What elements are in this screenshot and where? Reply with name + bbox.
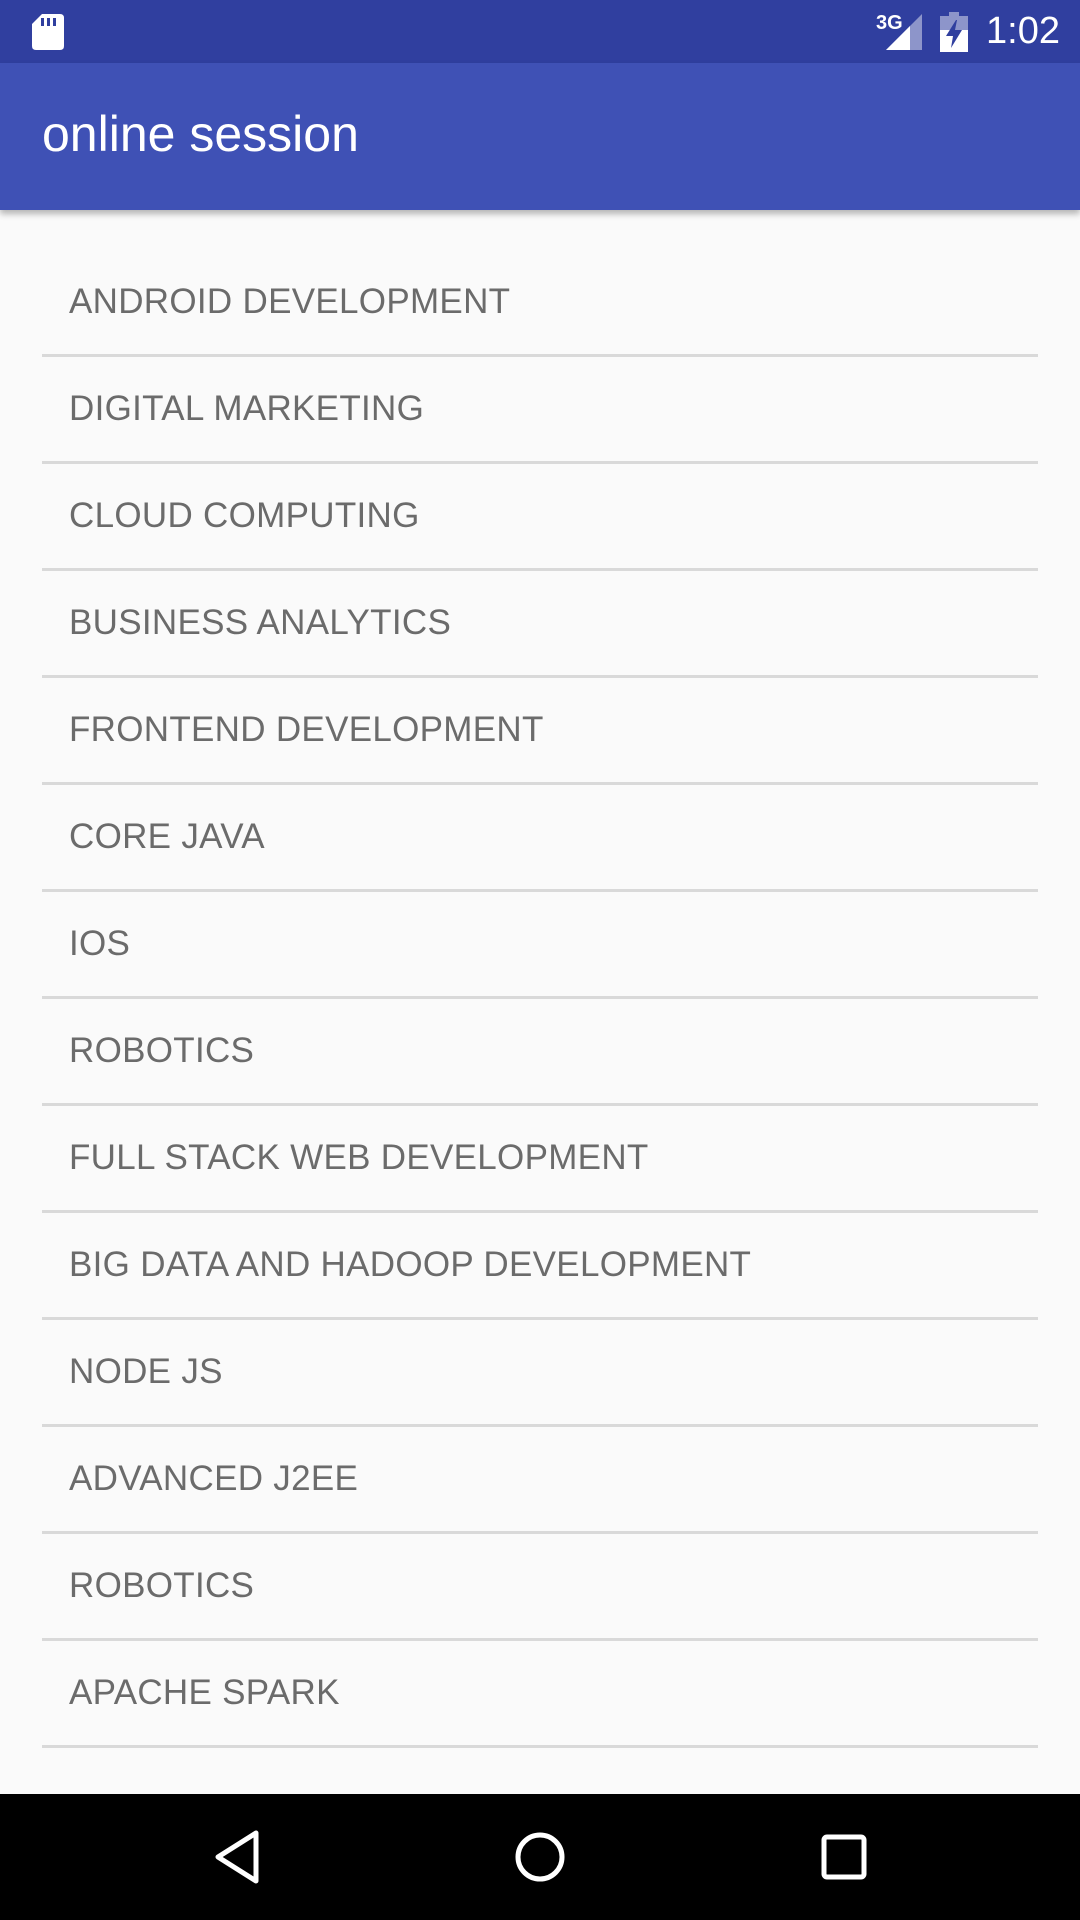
list-item-label: BIG DATA AND HADOOP DEVELOPMENT bbox=[69, 1245, 752, 1284]
list-item[interactable]: CORE JAVA bbox=[42, 785, 1038, 892]
list-item-label: FULL STACK WEB DEVELOPMENT bbox=[69, 1138, 649, 1177]
list-item-label: ROBOTICS bbox=[69, 1031, 255, 1070]
list-item[interactable]: ADVANCED J2EE bbox=[42, 1427, 1038, 1534]
status-time: 1:02 bbox=[986, 10, 1060, 52]
list-item[interactable]: DIGITAL MARKETING bbox=[42, 357, 1038, 464]
page-title: online session bbox=[42, 106, 359, 162]
list-item[interactable]: ROBOTICS bbox=[42, 999, 1038, 1106]
list-item[interactable]: ANDROID DEVELOPMENT bbox=[42, 250, 1038, 357]
list-item-label: BUSINESS ANALYTICS bbox=[69, 603, 452, 642]
status-bar: 3G 1:02 bbox=[0, 0, 1080, 63]
list-item[interactable]: IOS bbox=[42, 892, 1038, 999]
list-item-label: NODE JS bbox=[69, 1352, 223, 1391]
list-item-label: IOS bbox=[69, 924, 131, 963]
list-item[interactable]: ROBOTICS bbox=[42, 1534, 1038, 1641]
list-item-label: FRONTEND DEVELOPMENT bbox=[69, 710, 544, 749]
app-bar: online session bbox=[0, 63, 1080, 210]
list-item[interactable]: APACHE SPARK bbox=[42, 1641, 1038, 1748]
list-item-label: ROBOTICS bbox=[69, 1566, 255, 1605]
navigation-bar bbox=[0, 1794, 1080, 1920]
home-icon[interactable] bbox=[510, 1827, 570, 1887]
recents-icon[interactable] bbox=[814, 1827, 874, 1887]
list-item[interactable]: NODE JS bbox=[42, 1320, 1038, 1427]
list-item[interactable]: BUSINESS ANALYTICS bbox=[42, 571, 1038, 678]
signal-icon bbox=[886, 14, 922, 50]
list-item-label: APACHE SPARK bbox=[69, 1673, 340, 1712]
list-item[interactable]: FRONTEND DEVELOPMENT bbox=[42, 678, 1038, 785]
back-icon[interactable] bbox=[208, 1827, 268, 1887]
list-item[interactable]: CLOUD COMPUTING bbox=[42, 464, 1038, 571]
list-item-label: CORE JAVA bbox=[69, 817, 265, 856]
network-type-label: 3G bbox=[876, 12, 903, 34]
list-item[interactable]: BIG DATA AND HADOOP DEVELOPMENT bbox=[42, 1213, 1038, 1320]
list-item-label: ANDROID DEVELOPMENT bbox=[69, 282, 511, 321]
list-item[interactable]: FULL STACK WEB DEVELOPMENT bbox=[42, 1106, 1038, 1213]
list-item-label: CLOUD COMPUTING bbox=[69, 496, 420, 535]
sd-card-icon bbox=[32, 14, 64, 50]
course-list: ANDROID DEVELOPMENT DIGITAL MARKETING CL… bbox=[42, 250, 1038, 1748]
list-item-label: DIGITAL MARKETING bbox=[69, 389, 425, 428]
battery-charging-icon bbox=[940, 12, 968, 52]
list-item-label: ADVANCED J2EE bbox=[69, 1459, 359, 1498]
